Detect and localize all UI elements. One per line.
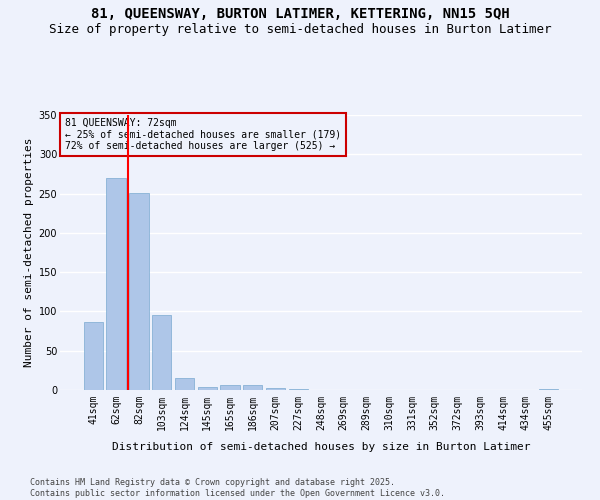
Bar bbox=[243, 386, 262, 390]
Bar bbox=[106, 178, 126, 390]
Bar bbox=[152, 316, 172, 390]
Text: Contains HM Land Registry data © Crown copyright and database right 2025.
Contai: Contains HM Land Registry data © Crown c… bbox=[30, 478, 445, 498]
Text: 81 QUEENSWAY: 72sqm
← 25% of semi-detached houses are smaller (179)
72% of semi-: 81 QUEENSWAY: 72sqm ← 25% of semi-detach… bbox=[65, 118, 341, 151]
Bar bbox=[266, 388, 285, 390]
Bar bbox=[129, 193, 149, 390]
Bar bbox=[289, 389, 308, 390]
Text: Distribution of semi-detached houses by size in Burton Latimer: Distribution of semi-detached houses by … bbox=[112, 442, 530, 452]
Bar bbox=[220, 386, 239, 390]
Text: 81, QUEENSWAY, BURTON LATIMER, KETTERING, NN15 5QH: 81, QUEENSWAY, BURTON LATIMER, KETTERING… bbox=[91, 8, 509, 22]
Text: Size of property relative to semi-detached houses in Burton Latimer: Size of property relative to semi-detach… bbox=[49, 22, 551, 36]
Y-axis label: Number of semi-detached properties: Number of semi-detached properties bbox=[25, 138, 34, 367]
Bar bbox=[539, 389, 558, 390]
Bar bbox=[84, 322, 103, 390]
Bar bbox=[175, 378, 194, 390]
Bar bbox=[197, 387, 217, 390]
